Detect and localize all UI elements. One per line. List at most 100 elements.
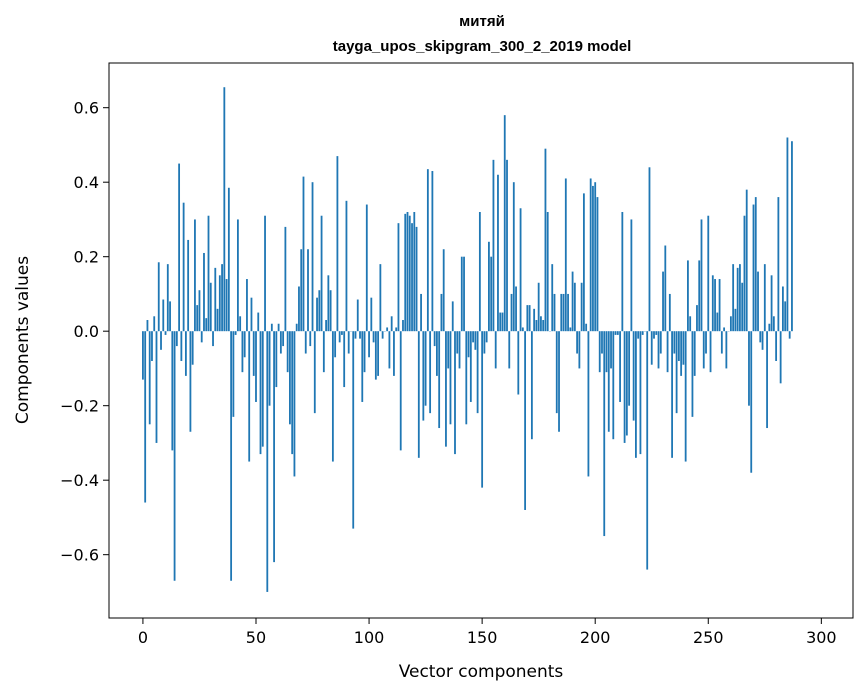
bar (533, 308, 536, 332)
bar (318, 290, 321, 332)
bar (395, 327, 398, 332)
bar (585, 323, 588, 332)
bar (241, 331, 244, 373)
bar (553, 293, 556, 332)
bar (381, 331, 384, 339)
bar (187, 239, 190, 332)
bar (503, 115, 506, 332)
bar (623, 331, 626, 443)
y-tick-label: 0.6 (74, 99, 99, 118)
bar (637, 331, 640, 339)
bar (397, 223, 400, 332)
bar (212, 331, 214, 347)
bar (745, 189, 748, 332)
bar (741, 282, 744, 332)
bar (619, 331, 621, 402)
bar (422, 331, 425, 421)
x-tick-label: 250 (693, 628, 724, 647)
bar (275, 331, 278, 388)
bar (646, 331, 649, 570)
bar (535, 320, 538, 332)
bar (467, 331, 470, 358)
bar (472, 331, 474, 343)
bar (499, 312, 502, 332)
bar (671, 331, 673, 458)
bar (273, 331, 275, 563)
bar (605, 331, 608, 373)
bar (198, 290, 201, 332)
bar (648, 167, 651, 332)
y-ticks-group: −0.6 −0.4 −0.2 0.0 0.2 0.4 0.6 (60, 99, 109, 565)
bar (770, 275, 773, 332)
bar (433, 331, 436, 347)
bar (519, 208, 522, 332)
bar (279, 331, 282, 354)
bar (515, 286, 517, 332)
bars-group (142, 87, 793, 592)
bar (603, 331, 606, 537)
chart-title-line-2: tayga_upos_skipgram_300_2_2019 model (333, 38, 632, 55)
bar (788, 331, 791, 339)
x-tick-label: 100 (354, 628, 385, 647)
bar (526, 305, 529, 332)
bar (440, 293, 443, 332)
bar (711, 275, 714, 332)
bar (365, 204, 368, 332)
bar (641, 331, 644, 335)
bar (734, 308, 737, 332)
bar (151, 331, 153, 361)
bar (657, 331, 660, 369)
bar (578, 331, 581, 369)
bar (257, 312, 260, 332)
bar (442, 249, 445, 332)
bar (668, 293, 671, 332)
bar (268, 331, 271, 406)
bar (236, 219, 239, 332)
y-tick-label: −0.2 (60, 397, 99, 416)
bar (142, 331, 144, 380)
bar (451, 301, 454, 332)
bar (483, 331, 486, 354)
bar (691, 331, 694, 417)
bar (144, 331, 147, 503)
bar (408, 215, 411, 332)
bar (447, 331, 450, 369)
bar (492, 159, 495, 332)
bar (555, 331, 558, 414)
bar (368, 331, 370, 358)
bar (562, 293, 565, 332)
bar (221, 264, 223, 332)
x-axis-label: Vector components (399, 662, 564, 682)
bar (218, 275, 221, 332)
bar (205, 318, 208, 332)
bar (232, 331, 235, 417)
bar (494, 331, 497, 369)
bar (635, 331, 637, 458)
bar (329, 290, 332, 332)
bar (331, 331, 334, 462)
bar (743, 215, 746, 332)
bar (227, 187, 230, 332)
bar (363, 331, 366, 373)
bar (551, 264, 554, 332)
bar (478, 211, 481, 332)
bar (481, 331, 484, 488)
bar (506, 159, 508, 332)
bar (639, 331, 642, 455)
bar (180, 331, 183, 361)
bar (485, 331, 488, 343)
bar (696, 305, 698, 332)
bar (248, 331, 251, 462)
bar (560, 293, 563, 332)
bar (417, 331, 420, 458)
bar (223, 87, 226, 332)
bar (393, 331, 395, 376)
bar (458, 331, 461, 369)
bar (677, 331, 680, 361)
bar (388, 331, 391, 369)
bar (748, 331, 750, 406)
bar (203, 252, 205, 332)
bar (512, 182, 515, 332)
bar (334, 331, 337, 358)
bar (521, 327, 524, 332)
